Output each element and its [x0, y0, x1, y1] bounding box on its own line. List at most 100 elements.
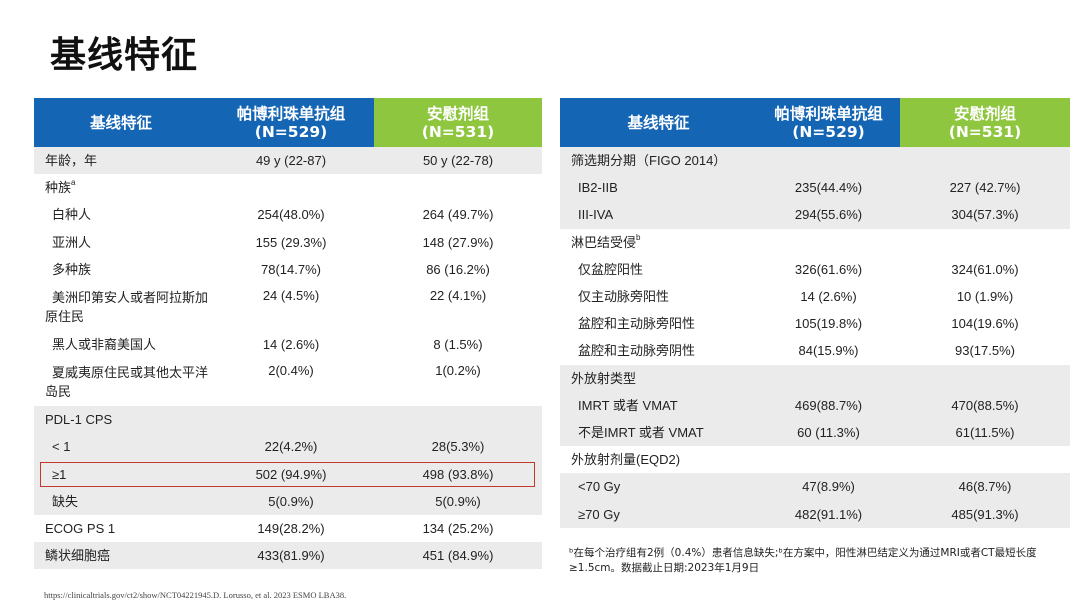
row-label: 亚洲人: [52, 234, 92, 250]
cell-placebo: 264 (49.7%): [422, 207, 494, 223]
table-row: III-IVA 294(55.6%) 304(57.3%): [560, 201, 1070, 229]
row-label: 夏威夷原住民或其他太平洋: [52, 365, 209, 381]
header-label: 帕博利珠单抗组: [774, 104, 883, 123]
table-row: PDL-1 CPS: [34, 406, 542, 434]
table-row: 盆腔和主动脉旁阴性 84(15.9%) 93(17.5%): [560, 337, 1070, 364]
highlight-box: [40, 461, 535, 487]
cell-pembrolizumab: 235(44.4%): [794, 180, 863, 196]
cell-placebo: 148 (27.9%): [422, 234, 494, 250]
cell-pembrolizumab: 14 (2.6%): [262, 337, 320, 353]
table-row: 不是IMRT 或者 VMAT 60 (11.3%) 61(11.5%): [560, 418, 1070, 447]
table-row: ECOG PS 1 149(28.2%) 134 (25.2%): [34, 515, 542, 542]
row-label: ECOG PS 1: [45, 520, 116, 536]
table-row: < 1 22(4.2%) 28(5.3%): [34, 433, 542, 461]
row-label: 外放射类型: [571, 370, 637, 386]
row-label: PDL-1 CPS: [45, 412, 113, 428]
cell-placebo: 22 (4.1%): [429, 287, 487, 303]
cell-pembrolizumab: 47(8.9%): [802, 479, 855, 495]
header-pembrolizumab: 帕博利珠单抗组 (N=529): [757, 98, 900, 147]
row-label: 多种族: [52, 261, 92, 277]
cell-placebo: 5(0.9%): [435, 493, 481, 509]
header-placebo: 安慰剂组 (N=531): [900, 98, 1070, 147]
row-label: 仅盆腔阳性: [578, 261, 644, 277]
table-row: 年龄，年 49 y (22-87) 50 y (22-78): [34, 147, 542, 175]
cell-placebo: 86 (16.2%): [426, 261, 490, 277]
cell-placebo: 8 (1.5%): [433, 337, 483, 353]
row-label: ≥1: [52, 466, 67, 482]
header-n: (N=529): [254, 122, 328, 141]
cell-pembrolizumab: 49 y (22-87): [255, 153, 327, 169]
cell-placebo: 470(88.5%): [951, 397, 1019, 413]
table-row: 外放射类型: [560, 364, 1070, 392]
page-title: 基线特征: [50, 35, 199, 76]
table-row: 鳞状细胞癌 433(81.9%) 451 (84.9%): [34, 542, 542, 570]
row-label: 仅主动脉旁阳性: [578, 289, 670, 305]
cell-pembrolizumab: 24 (4.5%): [262, 287, 320, 303]
cell-pembrolizumab: 22(4.2%): [264, 439, 318, 455]
cell-pembrolizumab: 482(91.1%): [794, 506, 863, 522]
footnote: ᵇ在每个治疗组有2例（0.4%）患者信息缺失;ᵇ在方案中，阳性淋巴结定义为通过M…: [569, 547, 1037, 574]
cell-pembrolizumab: 14 (2.6%): [800, 289, 857, 305]
reference-citation: https://clinicaltrials.gov/ct2/show/NCT0…: [44, 590, 347, 600]
table-row: 亚洲人 155 (29.3%) 148 (27.9%): [34, 229, 542, 256]
cell-placebo: 485(91.3%): [951, 506, 1019, 522]
table-row: 仅盆腔阳性 326(61.6%) 324(61.0%): [560, 256, 1070, 283]
cell-pembrolizumab: 433(81.9%): [257, 548, 325, 564]
cell-placebo: 227 (42.7%): [949, 180, 1021, 196]
table-row: <70 Gy 47(8.9%) 46(8.7%): [560, 473, 1070, 501]
table-row: 黑人或非裔美国人 14 (2.6%) 8 (1.5%): [34, 331, 542, 358]
header-n: (N=531): [948, 122, 1022, 141]
baseline-table-left: 基线特征 帕博利珠单抗组 (N=529) 安慰剂组 (N=531) 年龄，年 4…: [34, 98, 542, 570]
row-label-continued: 原住民: [45, 308, 85, 324]
cell-pembrolizumab: 5(0.9%): [268, 493, 314, 509]
row-label: 外放射剂量(EQD2): [571, 452, 681, 468]
cell-pembrolizumab: 502 (94.9%): [255, 466, 327, 482]
cell-placebo: 28(5.3%): [431, 439, 485, 455]
cell-pembrolizumab: 326(61.6%): [794, 261, 863, 277]
header-n: (N=529): [792, 122, 865, 141]
cell-placebo: 61(11.5%): [955, 424, 1015, 440]
table-row: 多种族 78(14.7%) 86 (16.2%): [34, 256, 542, 283]
table-row: 盆腔和主动脉旁阳性 105(19.8%) 104(19.6%): [560, 310, 1070, 337]
row-label: 年龄，年: [45, 153, 98, 169]
row-label-continued: 岛民: [45, 384, 72, 400]
cell-placebo: 134 (25.2%): [422, 520, 494, 536]
header-characteristic: 基线特征: [560, 98, 757, 147]
row-label: IB2-IIB: [578, 180, 618, 196]
table-row: 外放射剂量(EQD2): [560, 446, 1070, 473]
cell-pembrolizumab: 2(0.4%): [268, 363, 314, 379]
table-header: 基线特征 帕博利珠单抗组 (N=529) 安慰剂组 (N=531): [560, 98, 1070, 147]
table-row: IB2-IIB 235(44.4%) 227 (42.7%): [560, 174, 1070, 202]
row-label: 盆腔和主动脉旁阴性: [578, 343, 696, 359]
row-label: ≥70 Gy: [578, 506, 620, 522]
cell-pembrolizumab: 155 (29.3%): [255, 234, 327, 250]
cell-placebo: 46(8.7%): [958, 479, 1012, 495]
row-label: <70 Gy: [578, 479, 621, 495]
table-row: ≥70 Gy 482(91.1%) 485(91.3%): [560, 500, 1070, 528]
cell-placebo: 104(19.6%): [951, 316, 1019, 332]
cell-pembrolizumab: 294(55.6%): [794, 207, 863, 223]
table-row: 仅主动脉旁阳性 14 (2.6%) 10 (1.9%): [560, 283, 1070, 310]
table-row: 种族a: [34, 174, 542, 201]
row-label: 白种人: [52, 207, 92, 223]
row-label: < 1: [52, 439, 71, 455]
cell-placebo: 10 (1.9%): [956, 289, 1014, 305]
header-pembrolizumab: 帕博利珠单抗组 (N=529): [208, 98, 374, 147]
cell-placebo: 498 (93.8%): [422, 466, 494, 482]
cell-pembrolizumab: 254(48.0%): [257, 207, 325, 223]
row-label: 黑人或非裔美国人: [52, 337, 157, 353]
row-label: 种族: [45, 180, 72, 196]
cell-pembrolizumab: 149(28.2%): [257, 520, 325, 536]
table-row: 美洲印第安人或者阿拉斯加 原住民 24 (4.5%) 22 (4.1%): [34, 283, 542, 331]
row-label: 筛选期分期（FIGO 2014）: [571, 153, 727, 169]
cell-placebo: 1(0.2%): [435, 363, 481, 379]
table-row: 淋巴结受侵b: [560, 229, 1070, 256]
table-row: 白种人 254(48.0%) 264 (49.7%): [34, 201, 542, 228]
table-row-highlighted: ≥1 502 (94.9%) 498 (93.8%): [34, 460, 542, 488]
header-n: (N=531): [421, 122, 495, 141]
cell-pembrolizumab: 84(15.9%): [798, 343, 859, 359]
header-placebo: 安慰剂组 (N=531): [374, 98, 542, 147]
cell-pembrolizumab: 60 (11.3%): [797, 424, 860, 440]
row-label: 盆腔和主动脉旁阳性: [578, 316, 696, 332]
row-label: 缺失: [52, 493, 79, 509]
